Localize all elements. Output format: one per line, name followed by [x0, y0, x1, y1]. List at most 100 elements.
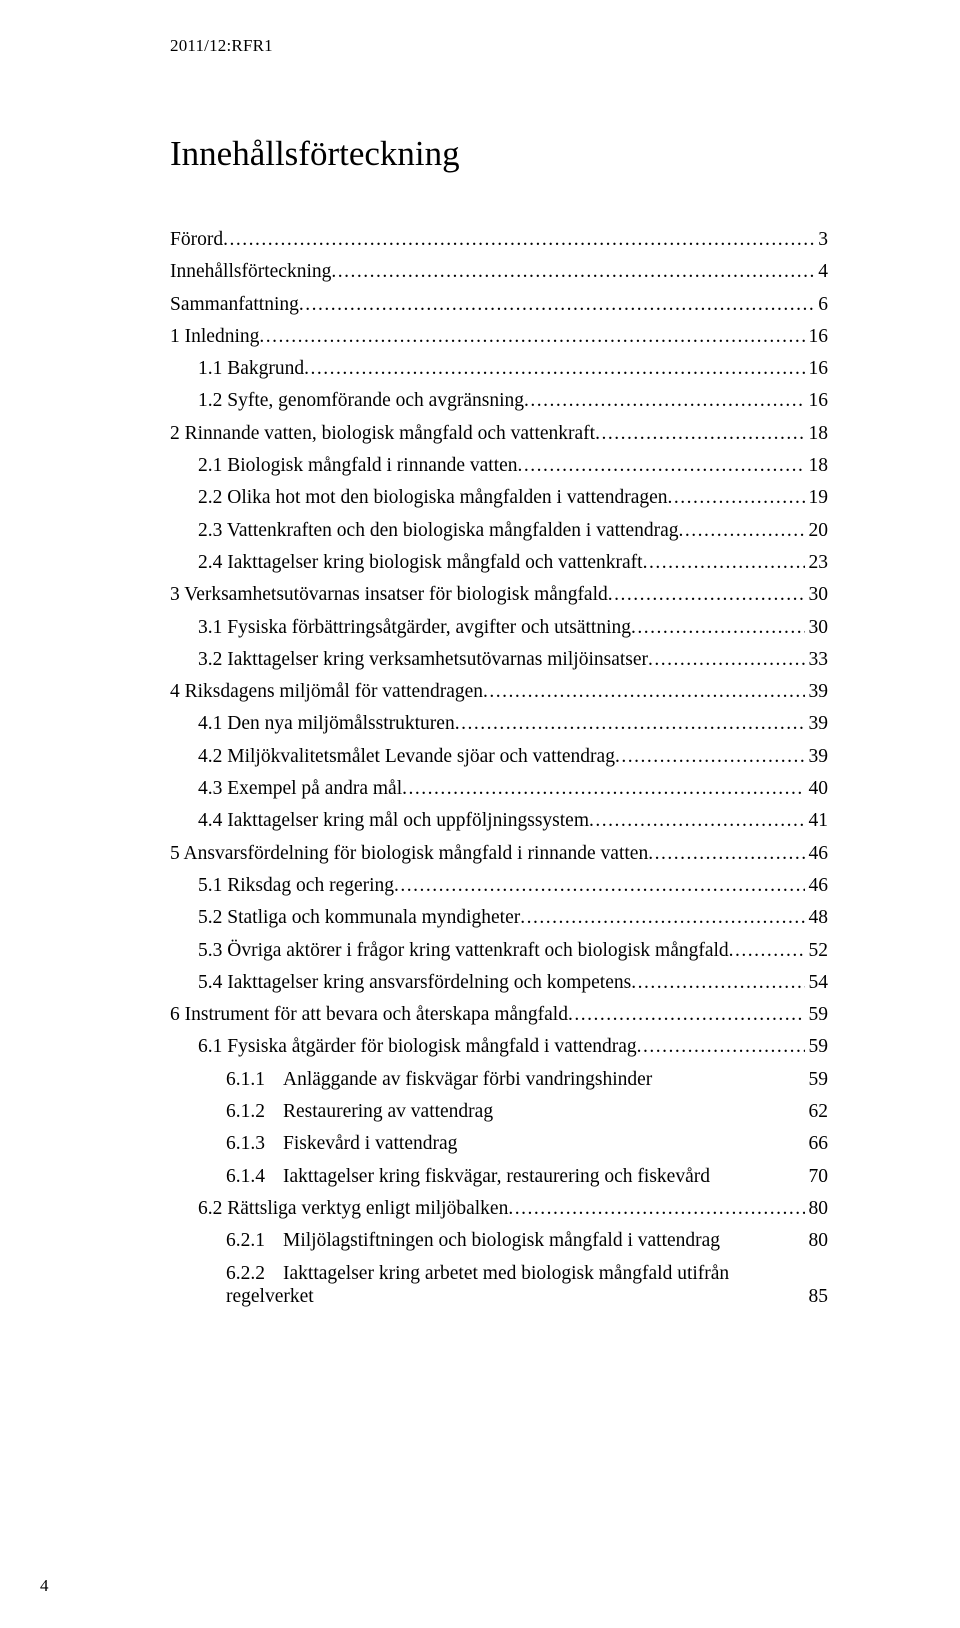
table-of-contents: Förord 3 Innehållsförteckning4 Sammanfattni… [170, 230, 828, 1307]
toc-entry-label: 5.2 Statliga och kommunala myndigheter [198, 908, 520, 928]
toc-entry-page: 3 [814, 230, 828, 250]
toc-leader-dots [631, 618, 805, 638]
toc-entry-page: 18 [805, 424, 829, 444]
toc-leader-dots [402, 779, 804, 799]
header-reference: 2011/12:RFR1 [170, 36, 828, 56]
toc-entry: 4 Riksdagens miljömål för vattendragen 39 [170, 682, 828, 702]
toc-entry: 6.1.2Restaurering av vattendrag62 [170, 1102, 828, 1122]
toc-entry-label: 5.4 Iakttagelser kring ansvarsfördelning… [198, 973, 631, 993]
toc-leader-dots [568, 1005, 805, 1025]
toc-entry-page: 33 [805, 650, 829, 670]
toc-leader-dots [589, 811, 804, 831]
toc-leader-dots [615, 747, 805, 767]
toc-entry-page: 85 [314, 1287, 828, 1307]
toc-entry: 5.3 Övriga aktörer i frågor kring vatten… [170, 941, 828, 961]
toc-entry-page: 20 [805, 521, 829, 541]
toc-entry-label: 2.2 Olika hot mot den biologiska mångfal… [198, 488, 668, 508]
toc-entry-label: 3.1 Fysiska förbättringsåtgärder, avgift… [198, 618, 631, 638]
toc-entry-page: 6 [814, 295, 828, 315]
toc-leader-dots [608, 585, 805, 605]
toc-entry: 4.3 Exempel på andra mål 40 [170, 779, 828, 799]
toc-leader-dots [304, 359, 804, 379]
toc-entry-page: 39 [805, 682, 829, 702]
toc-leader-dots [524, 391, 805, 411]
toc-entry-label: 4.1 Den nya miljömålsstrukturen [198, 714, 455, 734]
toc-entry-page: 16 [805, 391, 829, 411]
toc-entry: 6.1.1Anläggande av fiskvägar förbi vandr… [170, 1070, 828, 1090]
toc-leader-dots [223, 230, 814, 250]
page-title: Innehållsförteckning [170, 134, 828, 174]
toc-entry-page: 62 [794, 1102, 828, 1122]
toc-leader-dots [518, 456, 805, 476]
toc-leader-dots [637, 1037, 805, 1057]
toc-entry-page: 52 [805, 941, 829, 961]
toc-entry-label: 6 Instrument för att bevara och återskap… [170, 1005, 568, 1025]
toc-leader-dots [643, 553, 805, 573]
toc-entry-label: 2.4 Iakttagelser kring biologisk mångfal… [198, 553, 643, 573]
toc-leader-dots [648, 844, 804, 864]
toc-entry-number: 6.1.3 [226, 1134, 283, 1154]
toc-entry: 2 Rinnande vatten, biologisk mångfald oc… [170, 424, 828, 444]
toc-entry: Sammanfattning 6 [170, 295, 828, 315]
toc-entry-page: 70 [794, 1167, 828, 1187]
toc-entry-label: 4.2 Miljökvalitetsmålet Levande sjöar oc… [198, 747, 615, 767]
toc-entry-number: 6.2.2 [226, 1264, 283, 1284]
toc-entry: 3.1 Fysiska förbättringsåtgärder, avgift… [170, 618, 828, 638]
toc-entry-page: 80 [805, 1199, 829, 1219]
toc-entry: 4.1 Den nya miljömålsstrukturen 39 [170, 714, 828, 734]
toc-entry-label: Anläggande av fiskvägar förbi vandringsh… [283, 1070, 794, 1090]
toc-entry-label: 5 Ansvarsfördelning för biologisk mångfa… [170, 844, 648, 864]
toc-entry-page: 41 [805, 811, 829, 831]
toc-leader-dots [508, 1199, 804, 1219]
toc-entry-label: 1.1 Bakgrund [198, 359, 304, 379]
toc-entry: 6.2.2Iakttagelser kring arbetet med biol… [170, 1264, 828, 1307]
toc-entry-label: Förord [170, 230, 223, 250]
toc-entry-label: 4.3 Exempel på andra mål [198, 779, 402, 799]
toc-leader-dots [394, 876, 804, 896]
toc-entry: 6.1.4Iakttagelser kring fiskvägar, resta… [170, 1167, 828, 1187]
toc-entry-page: 39 [805, 747, 829, 767]
toc-entry: 5.1 Riksdag och regering46 [170, 876, 828, 896]
toc-entry-page: 19 [805, 488, 829, 508]
toc-entry: Innehållsförteckning4 [170, 262, 828, 282]
toc-entry-label: 6.2 Rättsliga verktyg enligt miljöbalken [198, 1199, 508, 1219]
toc-entry: 5.2 Statliga och kommunala myndigheter48 [170, 908, 828, 928]
toc-entry-page: 4 [814, 262, 828, 282]
toc-leader-dots [483, 682, 804, 702]
toc-entry: 4.4 Iakttagelser kring mål och uppföljni… [170, 811, 828, 831]
toc-entry-label: 4 Riksdagens miljömål för vattendragen [170, 682, 483, 702]
footer-page-number: 4 [40, 1576, 49, 1596]
toc-entry-page: 40 [805, 779, 829, 799]
toc-entry-page: 59 [794, 1070, 828, 1090]
toc-entry-page: 46 [805, 876, 829, 896]
toc-entry: Förord 3 [170, 230, 828, 250]
toc-entry-number: 6.1.1 [226, 1070, 283, 1090]
toc-entry: 1.2 Syfte, genomförande och avgränsning 1… [170, 391, 828, 411]
toc-entry: 1 Inledning16 [170, 327, 828, 347]
toc-entry-page: 30 [805, 585, 829, 605]
toc-entry-page: 23 [805, 553, 829, 573]
toc-entry: 4.2 Miljökvalitetsmålet Levande sjöar oc… [170, 747, 828, 767]
toc-leader-dots [631, 973, 804, 993]
toc-entry: 6.1.3Fiskevård i vattendrag66 [170, 1134, 828, 1154]
toc-entry-page: 59 [805, 1005, 829, 1025]
toc-entry-page: 39 [805, 714, 829, 734]
toc-entry-label: 1.2 Syfte, genomförande och avgränsning [198, 391, 524, 411]
toc-entry-label: Sammanfattning [170, 295, 299, 315]
toc-entry-label: 2 Rinnande vatten, biologisk mångfald oc… [170, 424, 595, 444]
toc-entry-page: 59 [805, 1037, 829, 1057]
toc-entry-label-cont: regelverket [226, 1287, 314, 1307]
toc-entry-page: 16 [805, 327, 829, 347]
toc-entry: 2.3 Vattenkraften och den biologiska mån… [170, 521, 828, 541]
toc-entry-label: 2.1 Biologisk mångfald i rinnande vatten [198, 456, 518, 476]
toc-entry-label: Restaurering av vattendrag [283, 1102, 794, 1122]
toc-leader-dots [595, 424, 804, 444]
toc-entry: 2.1 Biologisk mångfald i rinnande vatten… [170, 456, 828, 476]
toc-leader-dots [299, 295, 814, 315]
toc-entry-label: Miljölagstiftningen och biologisk mångfa… [283, 1231, 794, 1251]
toc-entry: 5.4 Iakttagelser kring ansvarsfördelning… [170, 973, 828, 993]
document-page: 2011/12:RFR1 Innehållsförteckning Förord… [0, 0, 960, 1628]
toc-entry-label: 3.2 Iakttagelser kring verksamhetsutövar… [198, 650, 648, 670]
toc-entry-number: 6.2.1 [226, 1231, 283, 1251]
toc-entry-label: 4.4 Iakttagelser kring mål och uppföljni… [198, 811, 589, 831]
